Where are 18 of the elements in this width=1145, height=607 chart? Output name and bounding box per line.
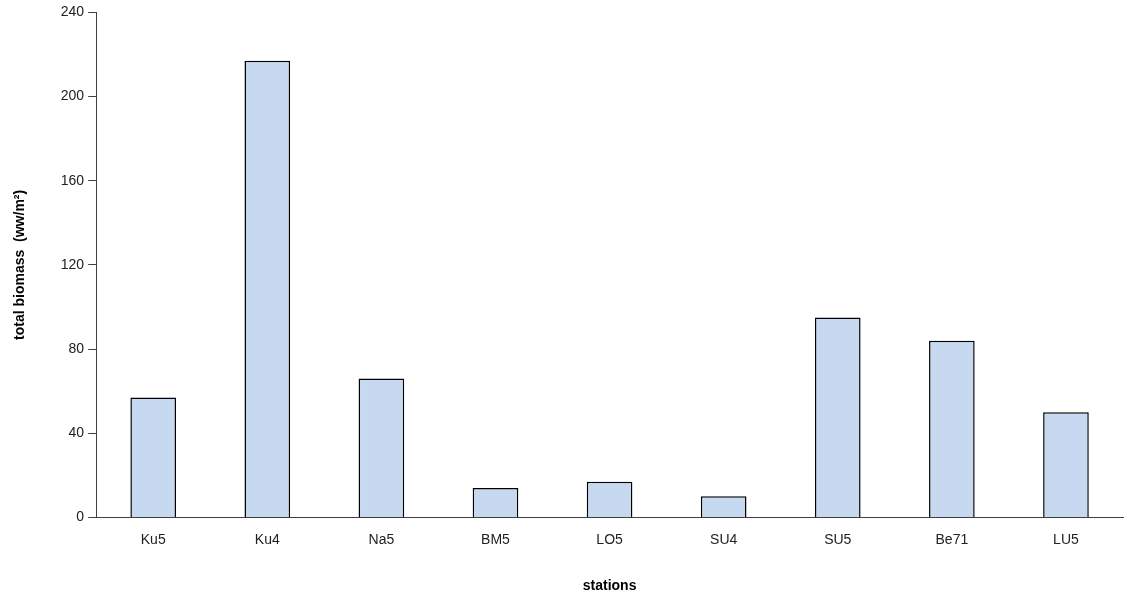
x-tick-label: BM5: [481, 530, 511, 547]
x-tick-label: Na5: [368, 530, 395, 547]
x-tick-label: Ku4: [254, 530, 280, 547]
x-tick-label: Be71: [935, 530, 969, 547]
y-tick-label: 240: [60, 3, 85, 20]
x-tick-label: SU4: [710, 530, 738, 547]
x-axis-title: stations: [582, 577, 637, 594]
y-tick-label: 120: [60, 255, 85, 272]
y-axis-title: total biomass (ww/m²): [11, 189, 28, 340]
x-tick-label: LO5: [596, 530, 624, 547]
y-tick-label: 0: [76, 508, 85, 525]
x-tick-label: SU5: [824, 530, 852, 547]
y-tick-label: 80: [68, 339, 85, 356]
x-tick-label: LU5: [1053, 530, 1080, 547]
x-tick-label: Ku5: [140, 530, 166, 547]
y-tick-label: 160: [60, 171, 85, 188]
y-tick-label: 200: [60, 87, 85, 104]
y-tick-label: 40: [68, 424, 85, 441]
